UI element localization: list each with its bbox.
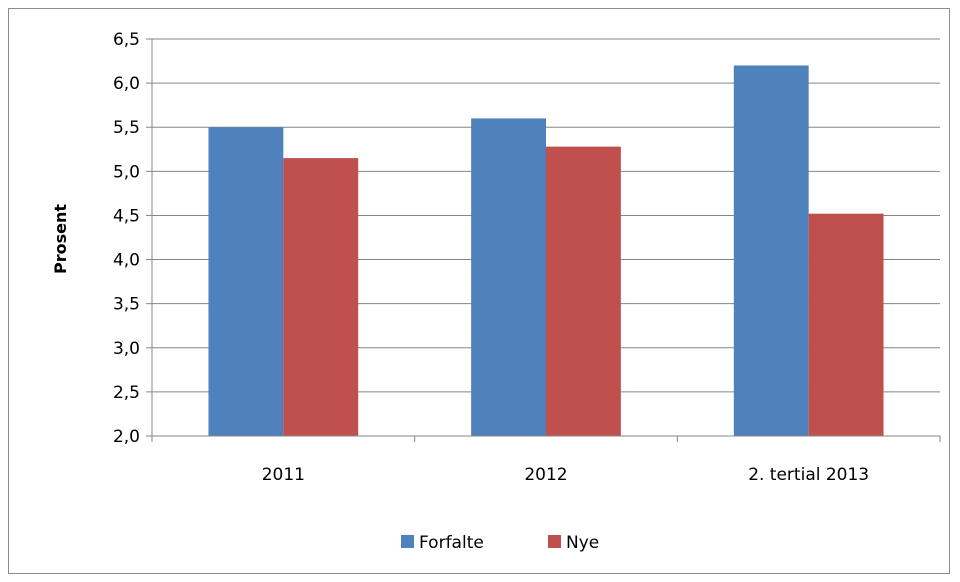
axes: 2,0 2,5 3,0 3,5 4,0 4,5 5,0 5,5 6,0 6,5 2011 2012 2.… [113, 30, 941, 485]
y-tick-label: 6,5 [113, 30, 140, 50]
y-tick-label: 2,0 [113, 427, 140, 447]
bar-nye [808, 213, 884, 436]
x-tick-label: 2011 [262, 465, 305, 485]
x-tick-label: 2. tertial 2013 [748, 465, 869, 485]
y-tick-label: 6,0 [113, 74, 140, 94]
y-tick-label: 3,0 [113, 339, 140, 359]
y-tick-label: 4,0 [113, 251, 140, 271]
legend: Forfalte Nye [401, 533, 599, 553]
x-tick-label: 2012 [524, 465, 567, 485]
y-tick-label: 5,5 [113, 118, 140, 138]
y-tick-label: 4,5 [113, 206, 140, 226]
legend-label-nye: Nye [566, 533, 599, 553]
y-axis-title: Prosent [51, 204, 70, 274]
y-tick-label: 3,5 [113, 295, 140, 315]
bars [208, 65, 884, 437]
y-tick-label: 5,0 [113, 162, 140, 182]
bar-forfalte [733, 65, 809, 436]
bar-forfalte [208, 127, 284, 436]
bar-nye [546, 146, 621, 436]
bar-forfalte [471, 118, 546, 437]
y-tick-label: 2,5 [113, 383, 140, 403]
legend-label-forfalte: Forfalte [419, 533, 484, 553]
legend-swatch-nye [548, 535, 561, 548]
legend-swatch-forfalte [401, 535, 414, 548]
bar-nye [283, 158, 359, 436]
